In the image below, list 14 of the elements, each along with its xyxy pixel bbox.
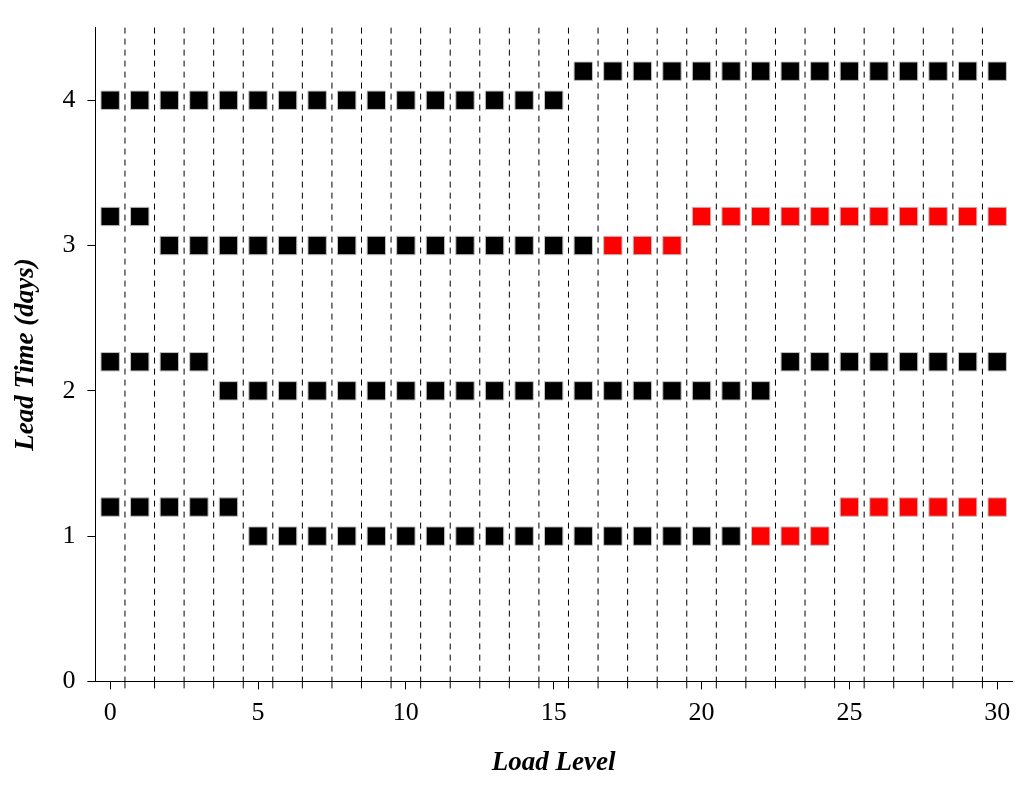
- y-tick-label: 4: [62, 84, 76, 114]
- y-axis-title: Lead Time (days): [9, 258, 40, 452]
- x-tick-label: 5: [251, 696, 265, 726]
- x-tick-label: 0: [103, 696, 117, 726]
- x-tick-label: 15: [540, 696, 567, 726]
- x-tick-label: 10: [392, 696, 419, 726]
- x-axis-title: Load Level: [490, 745, 617, 776]
- y-tick-label: 1: [62, 519, 76, 549]
- x-tick-label: 20: [688, 696, 715, 726]
- y-tick-label: 0: [62, 665, 76, 695]
- x-tick-label: 25: [836, 696, 863, 726]
- y-tick-label: 3: [62, 229, 76, 259]
- x-tick-label: 30: [984, 696, 1011, 726]
- y-tick-label: 2: [62, 374, 76, 404]
